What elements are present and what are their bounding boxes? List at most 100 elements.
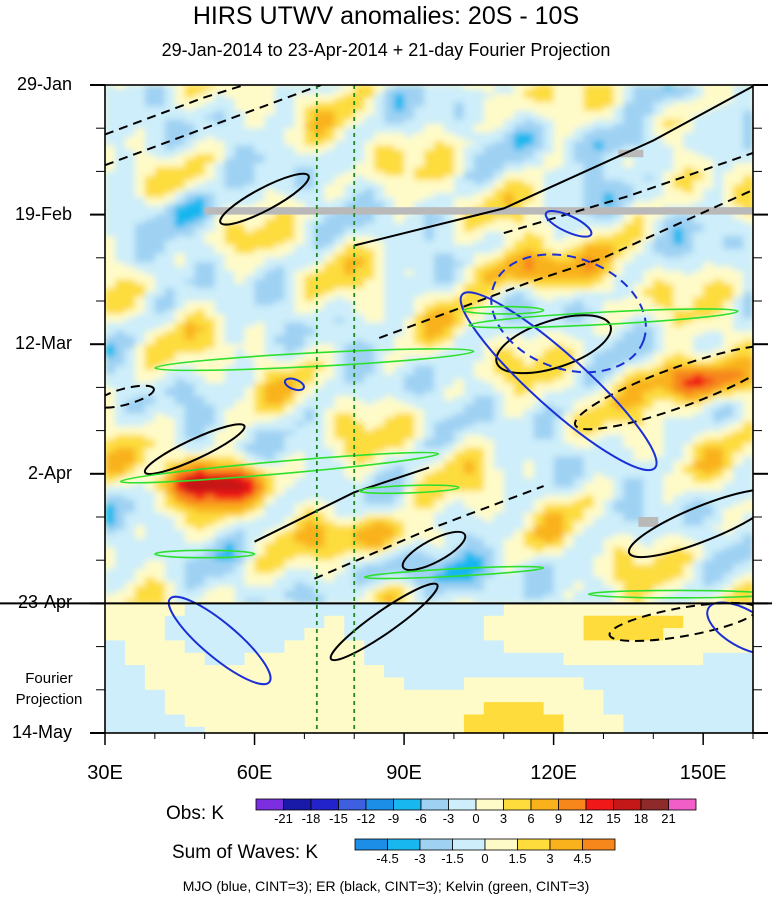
anomaly-cell [234,413,246,419]
anomaly-cell [653,409,664,414]
anomaly-cell [394,301,405,306]
anomaly-cell [424,335,435,341]
anomaly-cell [603,266,615,272]
anomaly-cell [493,141,505,147]
anomaly-cell [563,374,575,380]
anomaly-cell [264,201,276,207]
anomaly-cell [324,305,335,311]
anomaly-cell [184,119,196,125]
anomaly-cell [174,145,186,151]
anomaly-cell [254,158,266,164]
anomaly-cell [653,292,664,298]
anomaly-cell [244,197,256,203]
anomaly-cell [314,115,325,121]
anomaly-cell [184,106,196,112]
anomaly-cell [414,374,425,380]
anomaly-cell [523,158,535,164]
anomaly-cell [174,370,186,376]
anomaly-cell [374,288,385,293]
anomaly-cell [244,180,256,185]
anomaly-cell [463,188,475,194]
anomaly-cell [433,85,445,90]
anomaly-cell [733,396,744,401]
anomaly-cell [503,188,515,194]
anomaly-cell [254,193,266,198]
anomaly-cell [264,409,276,414]
anomaly-cell [743,400,753,406]
anomaly-cell [463,279,475,285]
anomaly-cell [244,335,256,341]
anomaly-cell [304,180,315,185]
anomaly-cell [643,253,654,259]
anomaly-cell [593,201,605,207]
anomaly-cell [603,387,615,393]
anomaly-cell [324,309,335,315]
anomaly-cell [124,257,136,263]
anomaly-cell [703,275,714,280]
anomaly-cell [394,348,405,354]
anomaly-cell [713,154,724,160]
anomaly-cell [603,383,615,388]
anomaly-cell [404,136,415,142]
anomaly-cell [324,97,335,103]
anomaly-cell [224,132,236,138]
anomaly-cell [593,89,605,95]
anomaly-cell [264,326,276,332]
anomaly-cell [533,279,545,285]
anomaly-cell [663,305,674,311]
anomaly-cell [453,106,465,112]
anomaly-cell [443,214,455,220]
anomaly-cell [613,175,624,181]
anomaly-cell [543,270,555,276]
anomaly-cell [384,236,395,242]
anomaly-cell [473,257,485,263]
anomaly-cell [553,396,565,401]
anomaly-cell [254,339,266,345]
anomaly-cell [154,400,166,406]
anomaly-cell [723,85,734,90]
anomaly-cell [124,313,136,319]
anomaly-cell [473,253,485,259]
anomaly-cell [204,305,216,311]
anomaly-cell [553,102,565,108]
anomaly-cell [643,106,654,112]
anomaly-cell [623,348,634,354]
anomaly-cell [144,305,156,311]
anomaly-cell [563,197,575,203]
anomaly-cell [404,89,415,95]
anomaly-cell [673,214,684,220]
anomaly-cell [743,236,753,242]
anomaly-cell [144,97,156,103]
anomaly-cell [653,249,664,255]
anomaly-cell [184,128,196,134]
anomaly-cell [164,288,176,293]
anomaly-cell [463,270,475,276]
anomaly-cell [294,301,305,306]
anomaly-cell [513,123,525,129]
anomaly-cell [424,313,435,319]
anomaly-cell [493,400,505,406]
anomaly-cell [114,93,126,99]
anomaly-cell [633,279,644,285]
anomaly-cell [294,288,305,293]
anomaly-cell [443,270,455,276]
anomaly-cell [503,158,515,164]
anomaly-cell [304,145,315,151]
anomaly-cell [623,175,634,181]
anomaly-cell [653,400,664,406]
anomaly-cell [653,309,664,315]
anomaly-cell [613,275,624,280]
anomaly-cell [703,365,714,371]
anomaly-cell [184,85,196,90]
anomaly-cell [563,279,575,285]
anomaly-cell [414,201,425,207]
anomaly-cell [374,339,385,345]
anomaly-cell [463,400,475,406]
anomaly-cell [374,201,385,207]
anomaly-cell [204,141,216,147]
anomaly-cell [134,115,146,121]
anomaly-cell [633,93,644,99]
anomaly-cell [294,201,305,207]
anomaly-cell [553,313,565,319]
anomaly-cell [623,391,634,397]
